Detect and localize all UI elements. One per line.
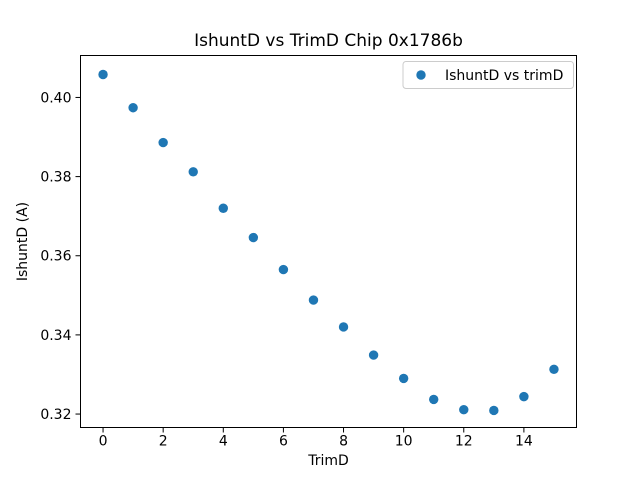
scatter-point — [338, 322, 349, 332]
y-tick-label: 0.36 — [40, 249, 71, 265]
x-tick-label: 14 — [515, 434, 533, 450]
scatter-point — [398, 373, 409, 384]
x-tick-label: 4 — [219, 434, 228, 450]
y-tick-label: 0.34 — [40, 328, 71, 344]
legend-label: IshuntD vs trimD — [445, 68, 563, 84]
scatter-point — [98, 69, 108, 80]
scatter-point — [128, 103, 138, 113]
scatter-point — [308, 295, 319, 305]
x-tick-label: 8 — [339, 434, 348, 450]
plot-area: 0 2 4 6 8 10 12 14 0.32 0.34 0.36 0.38 0.40 — [40, 55, 577, 450]
x-tick-label: 0 — [99, 434, 108, 450]
y-tick-label: 0.38 — [40, 170, 71, 186]
x-tick-label: 2 — [159, 434, 168, 450]
legend-box — [402, 61, 574, 89]
x-tick-label: 6 — [279, 434, 288, 450]
scatter-point — [549, 364, 559, 375]
scatter-point — [519, 391, 529, 402]
y-axis-label: IshuntD (A) — [15, 202, 31, 281]
chart-title: IshuntD vs TrimD Chip 0x1786b — [194, 31, 463, 51]
scatter-point — [429, 394, 439, 405]
axes-frame — [80, 55, 577, 428]
legend: IshuntD vs trimD — [402, 61, 574, 89]
scatter-point — [218, 203, 228, 213]
scatter-point — [248, 232, 259, 243]
scatter-point — [278, 264, 289, 275]
y-tick-label: 0.32 — [40, 407, 71, 423]
x-tick-label: 12 — [455, 434, 473, 450]
scatter-point — [188, 167, 198, 177]
x-tick-label: 10 — [395, 434, 413, 450]
scatter-point — [459, 404, 469, 415]
x-axis-label: TrimD — [307, 453, 349, 469]
scatter-point — [158, 137, 168, 148]
y-tick-label: 0.40 — [40, 90, 71, 106]
scatter-point — [489, 405, 499, 416]
legend-marker-icon — [416, 70, 426, 80]
scatter-point — [368, 350, 379, 360]
